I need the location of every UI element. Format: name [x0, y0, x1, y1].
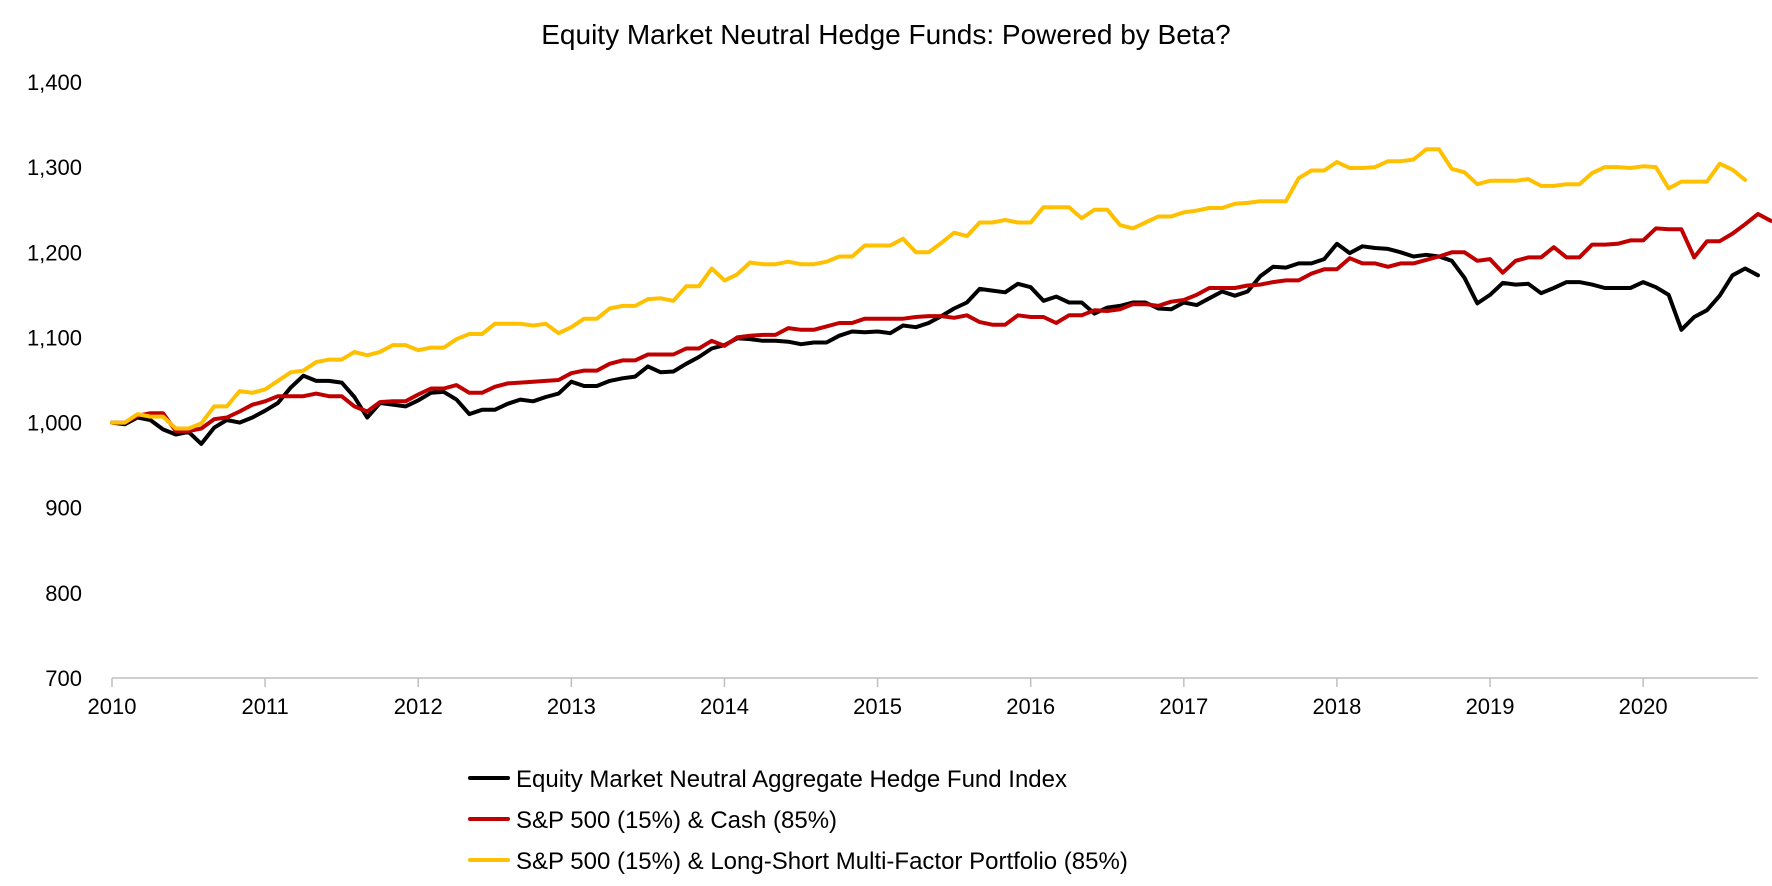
y-tick-label-6: 1,300 [27, 155, 82, 180]
y-tick-label-2: 900 [45, 496, 82, 521]
y-tick-label-7: 1,400 [27, 70, 82, 95]
x-axis: 2010 2011 2012 2013 2014 2015 2016 2017 2018 2019… [88, 677, 1758, 719]
series-layer [110, 147, 1772, 446]
x-tick-label-9: 2019 [1466, 694, 1515, 719]
y-tick-label-1: 800 [45, 581, 82, 606]
x-tick-label-5: 2015 [853, 694, 902, 719]
legend-label-1: S&P 500 (15%) & Cash (85%) [516, 807, 837, 834]
x-tick-label-10: 2020 [1619, 694, 1668, 719]
series-line-1 [110, 212, 1772, 434]
y-tick-label-5: 1,200 [27, 240, 82, 265]
x-tick-label-0: 2010 [88, 694, 137, 719]
series-line-0 [110, 241, 1760, 446]
x-tick-label-2: 2012 [394, 694, 443, 719]
chart-title: Equity Market Neutral Hedge Funds: Power… [541, 19, 1230, 50]
x-tick-label-4: 2014 [700, 694, 749, 719]
x-tick-label-7: 2017 [1159, 694, 1208, 719]
legend-label-2: S&P 500 (15%) & Long-Short Multi-Factor … [516, 848, 1128, 875]
y-tick-label-0: 700 [45, 666, 82, 691]
y-tick-label-3: 1,000 [27, 411, 82, 436]
legend: Equity Market Neutral Aggregate Hedge Fu… [468, 766, 1128, 875]
x-tick-label-6: 2016 [1006, 694, 1055, 719]
series-line-2 [110, 147, 1748, 431]
x-tick-label-8: 2018 [1312, 694, 1361, 719]
y-tick-label-4: 1,100 [27, 325, 82, 350]
x-tick-label-3: 2013 [547, 694, 596, 719]
legend-label-0: Equity Market Neutral Aggregate Hedge Fu… [516, 766, 1067, 793]
y-axis: 700 800 900 1,000 1,100 1,200 1,300 1,400 [27, 70, 82, 691]
x-tick-label-1: 2011 [241, 694, 288, 719]
